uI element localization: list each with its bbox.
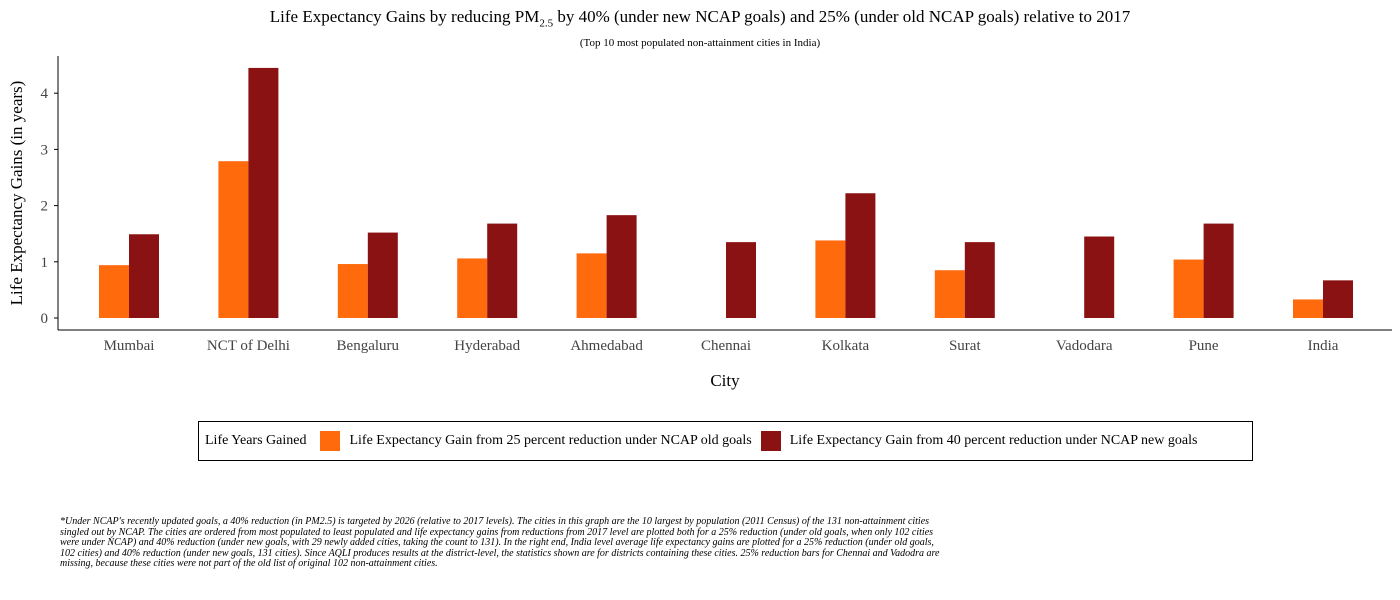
x-tick-label: Pune [1189, 338, 1219, 354]
bar-chennai-40-percent [726, 242, 756, 318]
bar-nct-of-delhi-25-percent [218, 161, 249, 318]
x-axis-title: City [710, 371, 740, 390]
x-tick-label: Vadodara [1056, 338, 1113, 354]
bar-ahmedabad-25-percent [576, 253, 607, 318]
bar-hyderabad-25-percent [457, 258, 488, 318]
legend-label-25-percent: Life Expectancy Gain from 25 percent red… [349, 433, 752, 448]
y-tick-label: 1 [41, 255, 49, 271]
y-tick-label: 4 [41, 86, 49, 102]
x-tick-label: Surat [949, 338, 981, 354]
legend-swatch-40-percent [760, 431, 781, 451]
bar-mumbai-25-percent [99, 265, 129, 318]
legend-label-40-percent: Life Expectancy Gain from 40 percent red… [789, 433, 1198, 448]
footnote: *Under NCAP's recently updated goals, a … [60, 516, 940, 570]
bar-hyderabad-40-percent [487, 223, 518, 318]
legend-title: Life Years Gained [205, 433, 307, 448]
x-tick-label: NCT of Delhi [207, 338, 290, 354]
x-tick-label: Hyderabad [454, 338, 520, 354]
x-tick-label: Bengaluru [337, 338, 400, 354]
x-tick-label: India [1308, 338, 1339, 354]
bar-pune-40-percent [1203, 223, 1234, 318]
legend: Life Years Gained Life Expectancy Gain f… [198, 421, 1253, 461]
y-tick-label: 2 [41, 199, 49, 215]
bar-bengaluru-40-percent [367, 232, 398, 318]
bar-ahmedabad-40-percent [606, 215, 637, 318]
y-tick-label: 3 [41, 142, 49, 158]
chart-subtitle: (Top 10 most populated non-attainment ci… [579, 37, 821, 49]
bar-mumbai-40-percent [129, 234, 159, 318]
bar-vadodara-40-percent [1084, 236, 1115, 318]
x-tick-label: Kolkata [822, 338, 870, 354]
bar-india-40-percent [1323, 280, 1353, 318]
bar-india-25-percent [1293, 299, 1323, 318]
y-axis-title: Life Expectancy Gains (in years) [7, 81, 26, 306]
bar-bengaluru-25-percent [337, 264, 368, 318]
bar-surat-40-percent [964, 242, 995, 318]
x-tick-label: Chennai [701, 338, 751, 354]
legend-swatch-25-percent [320, 431, 341, 451]
bar-surat-25-percent [934, 270, 965, 318]
bar-kolkata-25-percent [815, 240, 846, 318]
x-tick-label: Ahmedabad [570, 338, 643, 354]
chart-title: Life Expectancy Gains by reducing PM2.5 … [269, 7, 1131, 30]
bar-pune-25-percent [1173, 259, 1204, 318]
bar-kolkata-40-percent [845, 193, 876, 318]
x-tick-label: Mumbai [104, 338, 155, 354]
y-tick-label: 0 [41, 311, 49, 327]
bar-nct-of-delhi-40-percent [248, 67, 279, 318]
